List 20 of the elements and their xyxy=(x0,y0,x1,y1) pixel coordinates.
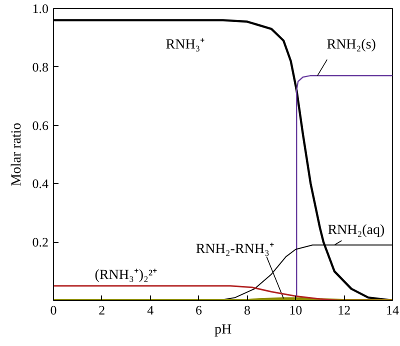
x-tick-label: 4 xyxy=(147,302,154,318)
y-tick-label: 0.8 xyxy=(32,59,48,74)
text: RNH₂-RNH₃⁺ xyxy=(196,242,274,257)
series-label: (RNH₃⁺)₂²⁺ xyxy=(94,268,158,284)
y-tick-label: 0.4 xyxy=(32,176,49,192)
x-tick-label: 10 xyxy=(289,302,302,318)
x-tick-label: 0 xyxy=(50,302,57,318)
y-tick-label: 0.2 xyxy=(32,234,48,250)
x-tick-label: 14 xyxy=(386,302,400,318)
y-tick-label: 0.6 xyxy=(32,118,49,133)
series-label: RNH₂(aq) xyxy=(328,222,386,238)
x-tick-label: 12 xyxy=(338,302,351,318)
series-label: RNH₂(s) xyxy=(326,38,376,52)
y-tick-label: 1.0 xyxy=(32,1,48,16)
x-tick-label: 8 xyxy=(244,302,250,318)
x-axis-title: pH xyxy=(214,322,232,338)
y-axis-title: Molar ratio xyxy=(9,122,24,186)
x-tick-label: 6 xyxy=(196,302,203,318)
x-tick-label: 2 xyxy=(98,302,106,318)
series-label: RNH₃⁺ xyxy=(166,38,206,52)
